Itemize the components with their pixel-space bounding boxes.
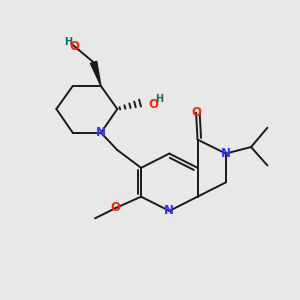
Text: O: O xyxy=(149,98,159,111)
Text: O: O xyxy=(69,40,79,53)
Text: O: O xyxy=(111,202,121,214)
Text: N: N xyxy=(96,126,106,139)
Text: H: H xyxy=(64,37,72,47)
Text: O: O xyxy=(191,106,201,119)
Text: N: N xyxy=(164,204,174,218)
Text: H: H xyxy=(155,94,163,104)
Polygon shape xyxy=(90,61,101,86)
Text: N: N xyxy=(221,147,231,160)
